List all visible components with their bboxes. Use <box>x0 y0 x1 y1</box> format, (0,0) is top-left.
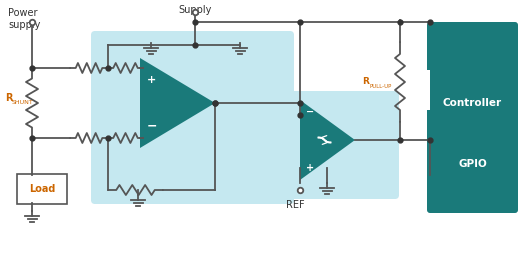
Text: GPIO: GPIO <box>458 159 487 169</box>
FancyBboxPatch shape <box>91 31 294 204</box>
Text: R: R <box>5 93 13 103</box>
Polygon shape <box>300 100 355 180</box>
Text: Power
supply: Power supply <box>8 8 40 30</box>
Text: +: + <box>306 163 314 173</box>
Text: REF: REF <box>286 200 304 210</box>
Polygon shape <box>140 58 215 148</box>
Text: Load: Load <box>29 184 55 194</box>
Polygon shape <box>418 70 430 110</box>
Text: R: R <box>362 78 369 86</box>
Text: −: − <box>147 119 157 133</box>
Text: Supply: Supply <box>178 5 212 15</box>
Text: +: + <box>147 75 157 85</box>
Text: −: − <box>306 107 314 117</box>
FancyBboxPatch shape <box>427 22 518 213</box>
Text: PULL-UP: PULL-UP <box>370 84 392 89</box>
FancyBboxPatch shape <box>281 91 399 199</box>
Text: SHUNT: SHUNT <box>12 100 34 105</box>
Text: Controller: Controller <box>443 98 502 108</box>
FancyBboxPatch shape <box>17 174 67 204</box>
